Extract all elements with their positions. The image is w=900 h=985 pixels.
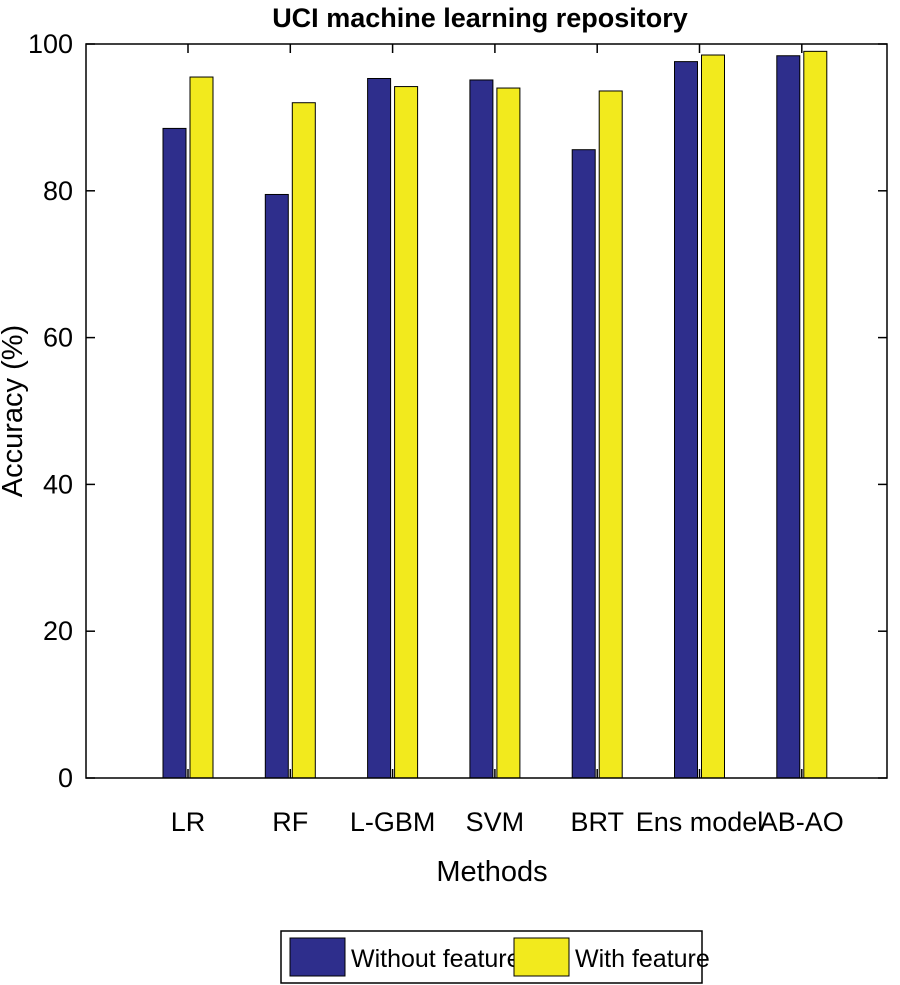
y-tick-label-80: 80 — [43, 176, 73, 206]
bar-ens-model-with-feature — [701, 54, 725, 779]
legend: Without feature With feature — [280, 930, 710, 984]
y-axis-title: Accuracy (%) — [0, 325, 29, 497]
bar-l-gbm-with-feature — [394, 86, 419, 779]
x-tick-label-lr: LR — [171, 807, 206, 837]
x-tick-label-svm: SVM — [466, 807, 525, 837]
legend-label-with-feature: With feature — [575, 945, 710, 973]
bar-brt-with-feature — [598, 90, 623, 779]
bar-svm-without-feature — [469, 79, 494, 779]
x-tick-label-brt: BRT — [570, 807, 624, 837]
x-tick-label-l-gbm: L-GBM — [350, 807, 436, 837]
bar-ab-ao-without-feature — [776, 55, 801, 779]
legend-box — [280, 930, 703, 984]
bar-rf-without-feature — [264, 193, 289, 779]
x-tick-label-rf: RF — [272, 807, 308, 837]
bar-brt-without-feature — [571, 149, 596, 779]
bar-rf-with-feature — [291, 102, 316, 779]
x-axis-title: Methods — [436, 856, 547, 888]
y-tick-label-0: 0 — [58, 763, 73, 793]
legend-swatch-with-feature — [513, 937, 570, 977]
bar-ab-ao-with-feature — [803, 50, 828, 779]
plot-area-frame — [85, 43, 888, 779]
bar-lr-without-feature — [162, 127, 187, 779]
y-tick-label-100: 100 — [28, 29, 73, 59]
bar-svm-with-feature — [496, 87, 521, 779]
x-tick-label-ab-ao: AB-AO — [760, 807, 844, 837]
y-tick-label-60: 60 — [43, 323, 73, 353]
bar-ens-model-without-feature — [674, 61, 698, 779]
legend-label-without-feature: Without feature — [351, 945, 521, 973]
legend-swatch-without-feature — [289, 937, 346, 977]
bars-group — [162, 50, 828, 779]
bar-lr-with-feature — [189, 76, 214, 779]
y-tick-label-20: 20 — [43, 616, 73, 646]
y-tick-label-40: 40 — [43, 469, 73, 499]
x-tick-label-ens-model: Ens model — [636, 807, 764, 837]
y-axis-ticks: 0 20 40 60 80 100 — [28, 29, 887, 793]
bar-l-gbm-without-feature — [367, 77, 392, 779]
chart-title: UCI machine learning repository — [272, 3, 688, 33]
